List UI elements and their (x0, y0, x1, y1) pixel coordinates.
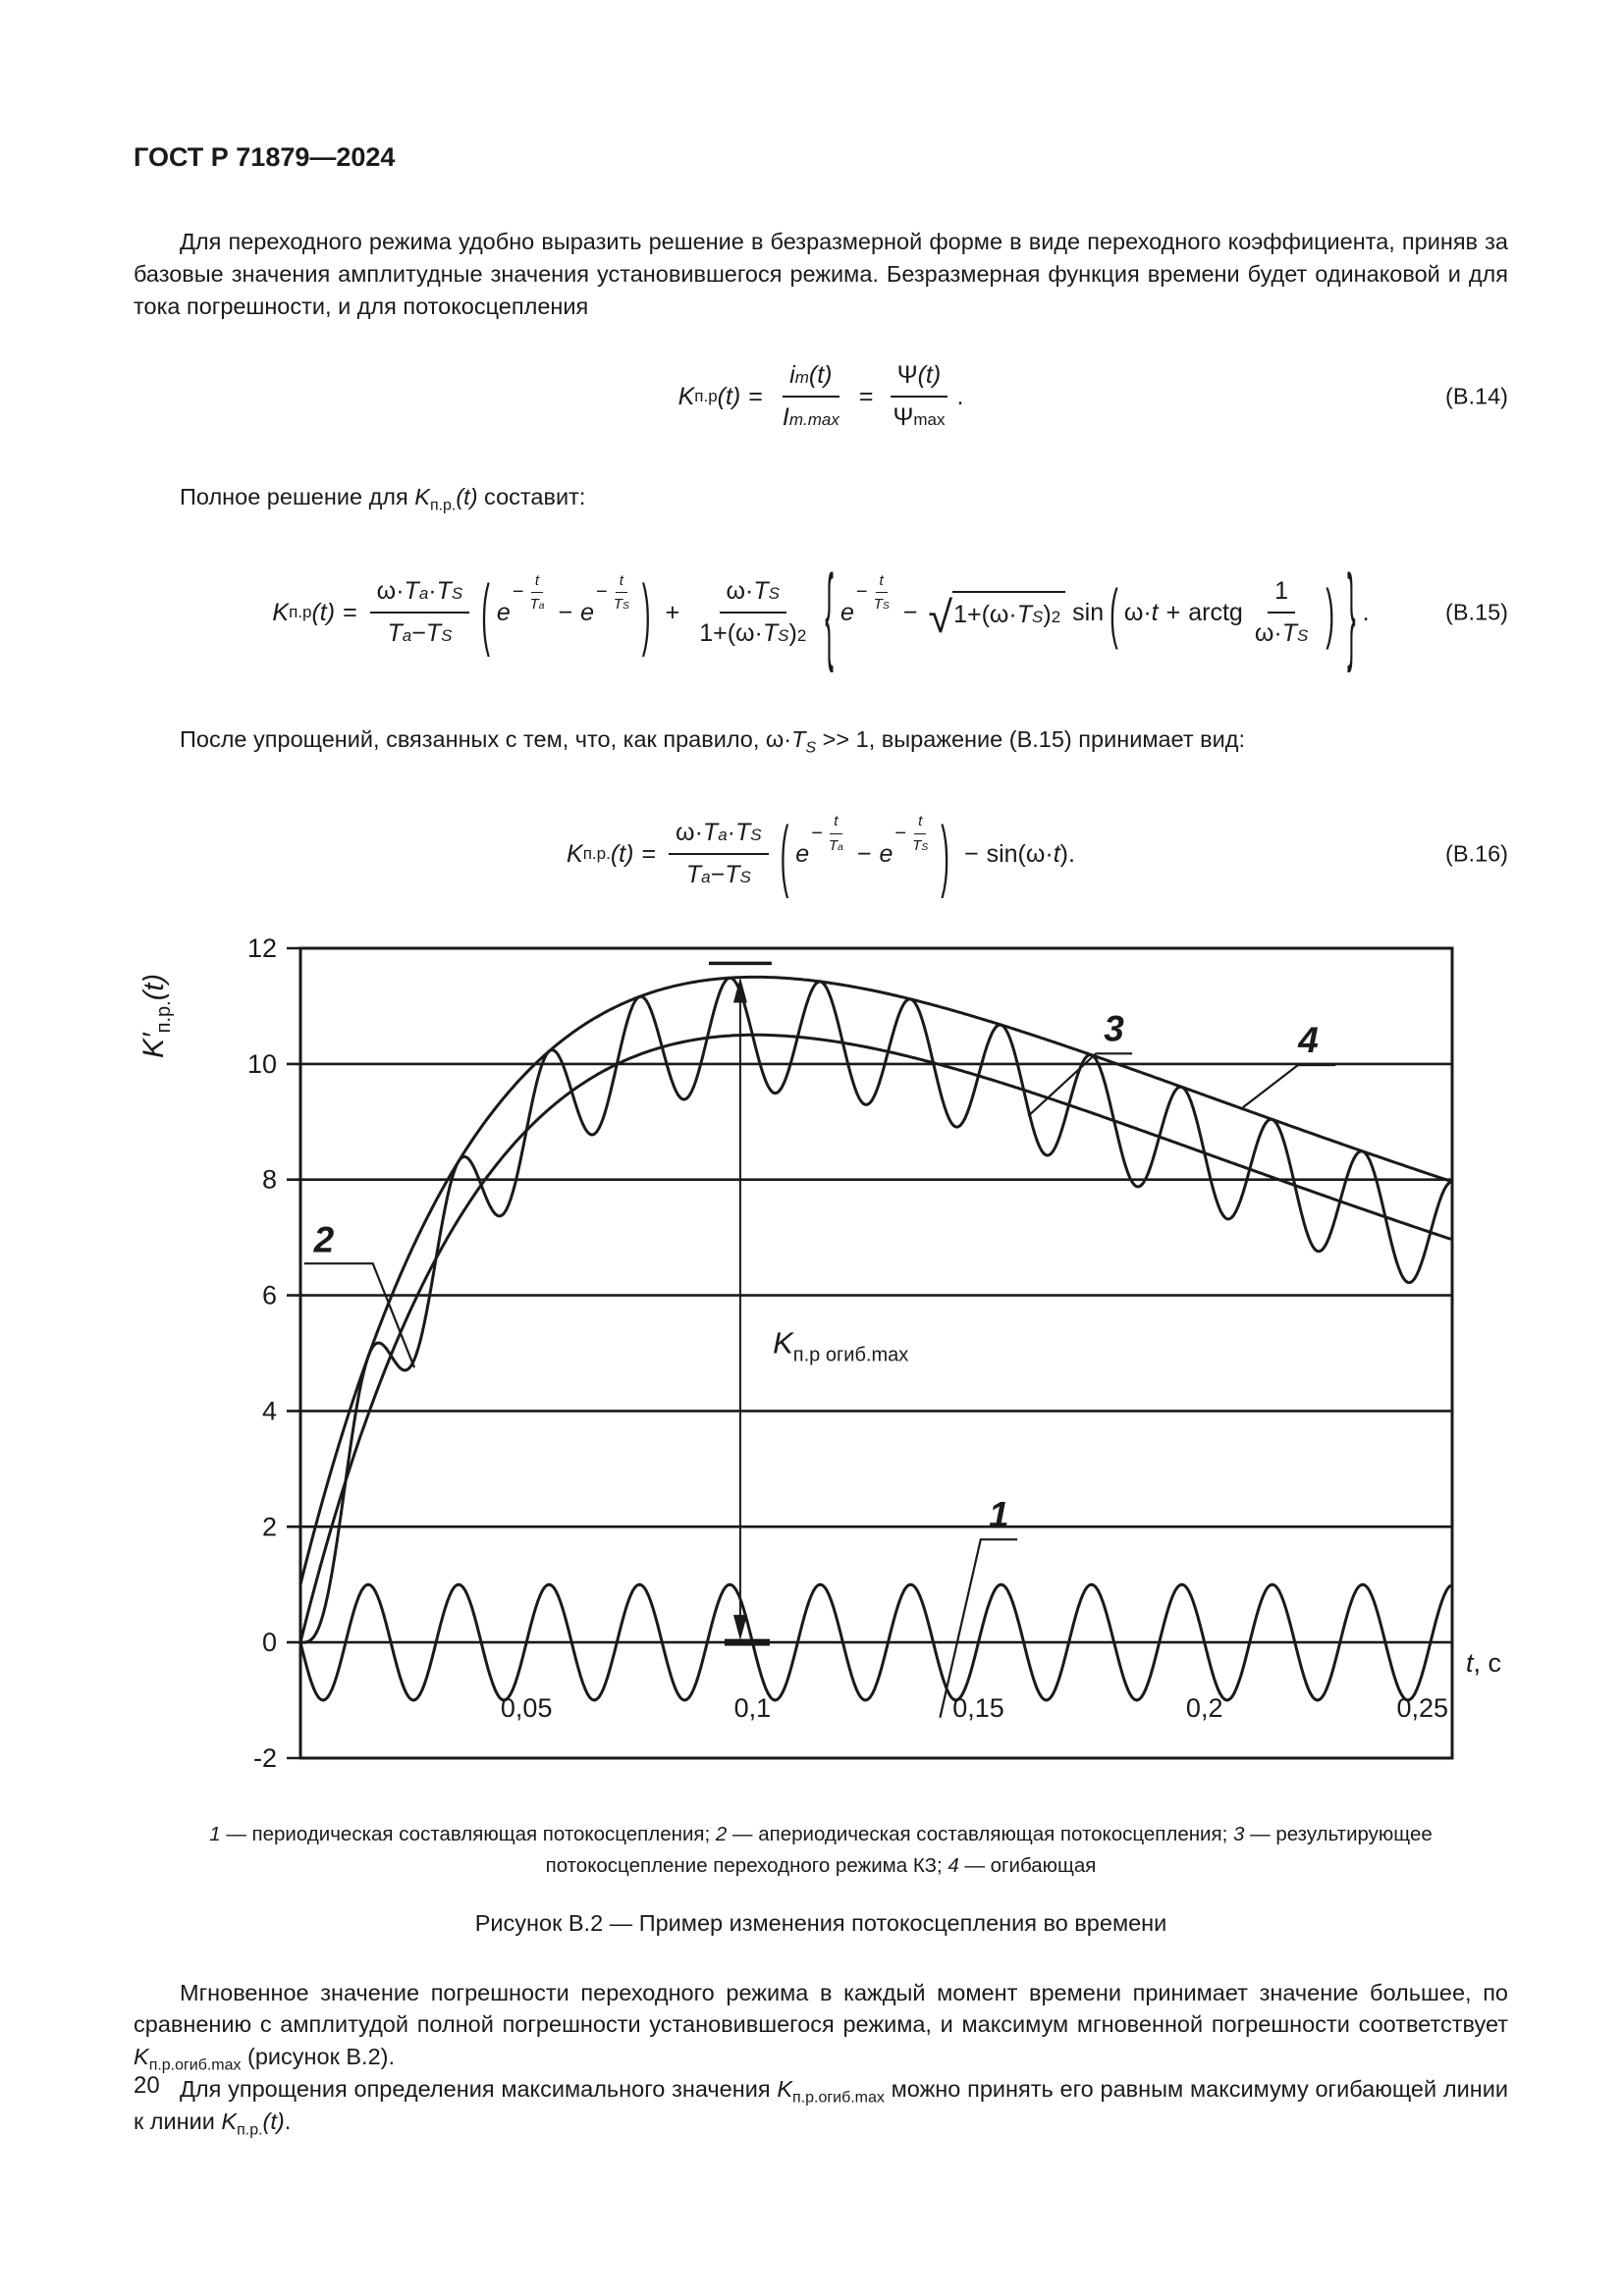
curve-3 (299, 976, 1452, 1644)
paragraph-4: Мгновенное значение погрешности переходн… (134, 1979, 1508, 2075)
figure-legend: 1 — периодическая составляющая потокосце… (209, 1823, 1433, 1877)
paragraph-5: Для упрощения определения максимального … (134, 2076, 1508, 2139)
arrow-up-icon (732, 977, 747, 1003)
page-number: 20 (134, 2072, 160, 2099)
figure-title: Рисунок В.2 — Пример изменения потокосце… (474, 1909, 1167, 1936)
curve-2 (298, 1034, 1452, 1643)
curve-label-2: 2 (313, 1220, 335, 1260)
equation-number-b15: (В.15) (1445, 599, 1508, 625)
y-axis-label: K′п.р.(t) (137, 974, 175, 1058)
y-tick-label: -2 (253, 1743, 277, 1773)
paragraph-3: После упрощений, связанных с тем, что, к… (180, 726, 1245, 758)
equation-number-b16: (В.16) (1445, 840, 1508, 867)
y-tick-label: 8 (262, 1165, 277, 1195)
curve-4 (298, 976, 1452, 1585)
leader-line-1 (939, 1538, 1018, 1719)
curve-label-1: 1 (989, 1495, 1009, 1535)
paragraph-1: Для переходного режима удобно выразить р… (134, 228, 1508, 319)
leader-line-2 (303, 1262, 416, 1368)
max-label: Kп.р огиб.max (773, 1326, 908, 1366)
leader-line-3 (1027, 1052, 1133, 1117)
leader-line-4 (1242, 1064, 1336, 1109)
curve-label-3: 3 (1104, 1009, 1124, 1049)
equation-number-b14: (В.14) (1445, 384, 1508, 410)
figure-b2: 12 10 8 6 4 2 0 -2 0,05 0,1 0,15 0,2 0,25 t, c K′п.р.(… (134, 934, 1508, 1939)
doc-header: ГОСТ Р 71879—2024 (134, 142, 396, 172)
x-tick-label: 0,1 (734, 1693, 772, 1723)
arrow-down-icon (732, 1615, 747, 1641)
y-tick-label: 10 (247, 1049, 277, 1079)
y-tick-label: 0 (262, 1628, 277, 1657)
y-tick-label: 2 (262, 1513, 277, 1542)
x-axis-label: t, c (1466, 1648, 1501, 1678)
y-tick-label: 12 (247, 938, 277, 963)
x-tick-label: 0,2 (1186, 1693, 1223, 1723)
curve-1 (298, 1582, 1452, 1702)
y-tick-label: 4 (262, 1397, 277, 1426)
curve-label-4: 4 (1297, 1020, 1319, 1060)
paragraph-2: Полное решение для Kп.р.(t) составит: (180, 484, 586, 515)
y-tick-label: 6 (262, 1281, 277, 1310)
plot-border (298, 946, 1454, 1760)
